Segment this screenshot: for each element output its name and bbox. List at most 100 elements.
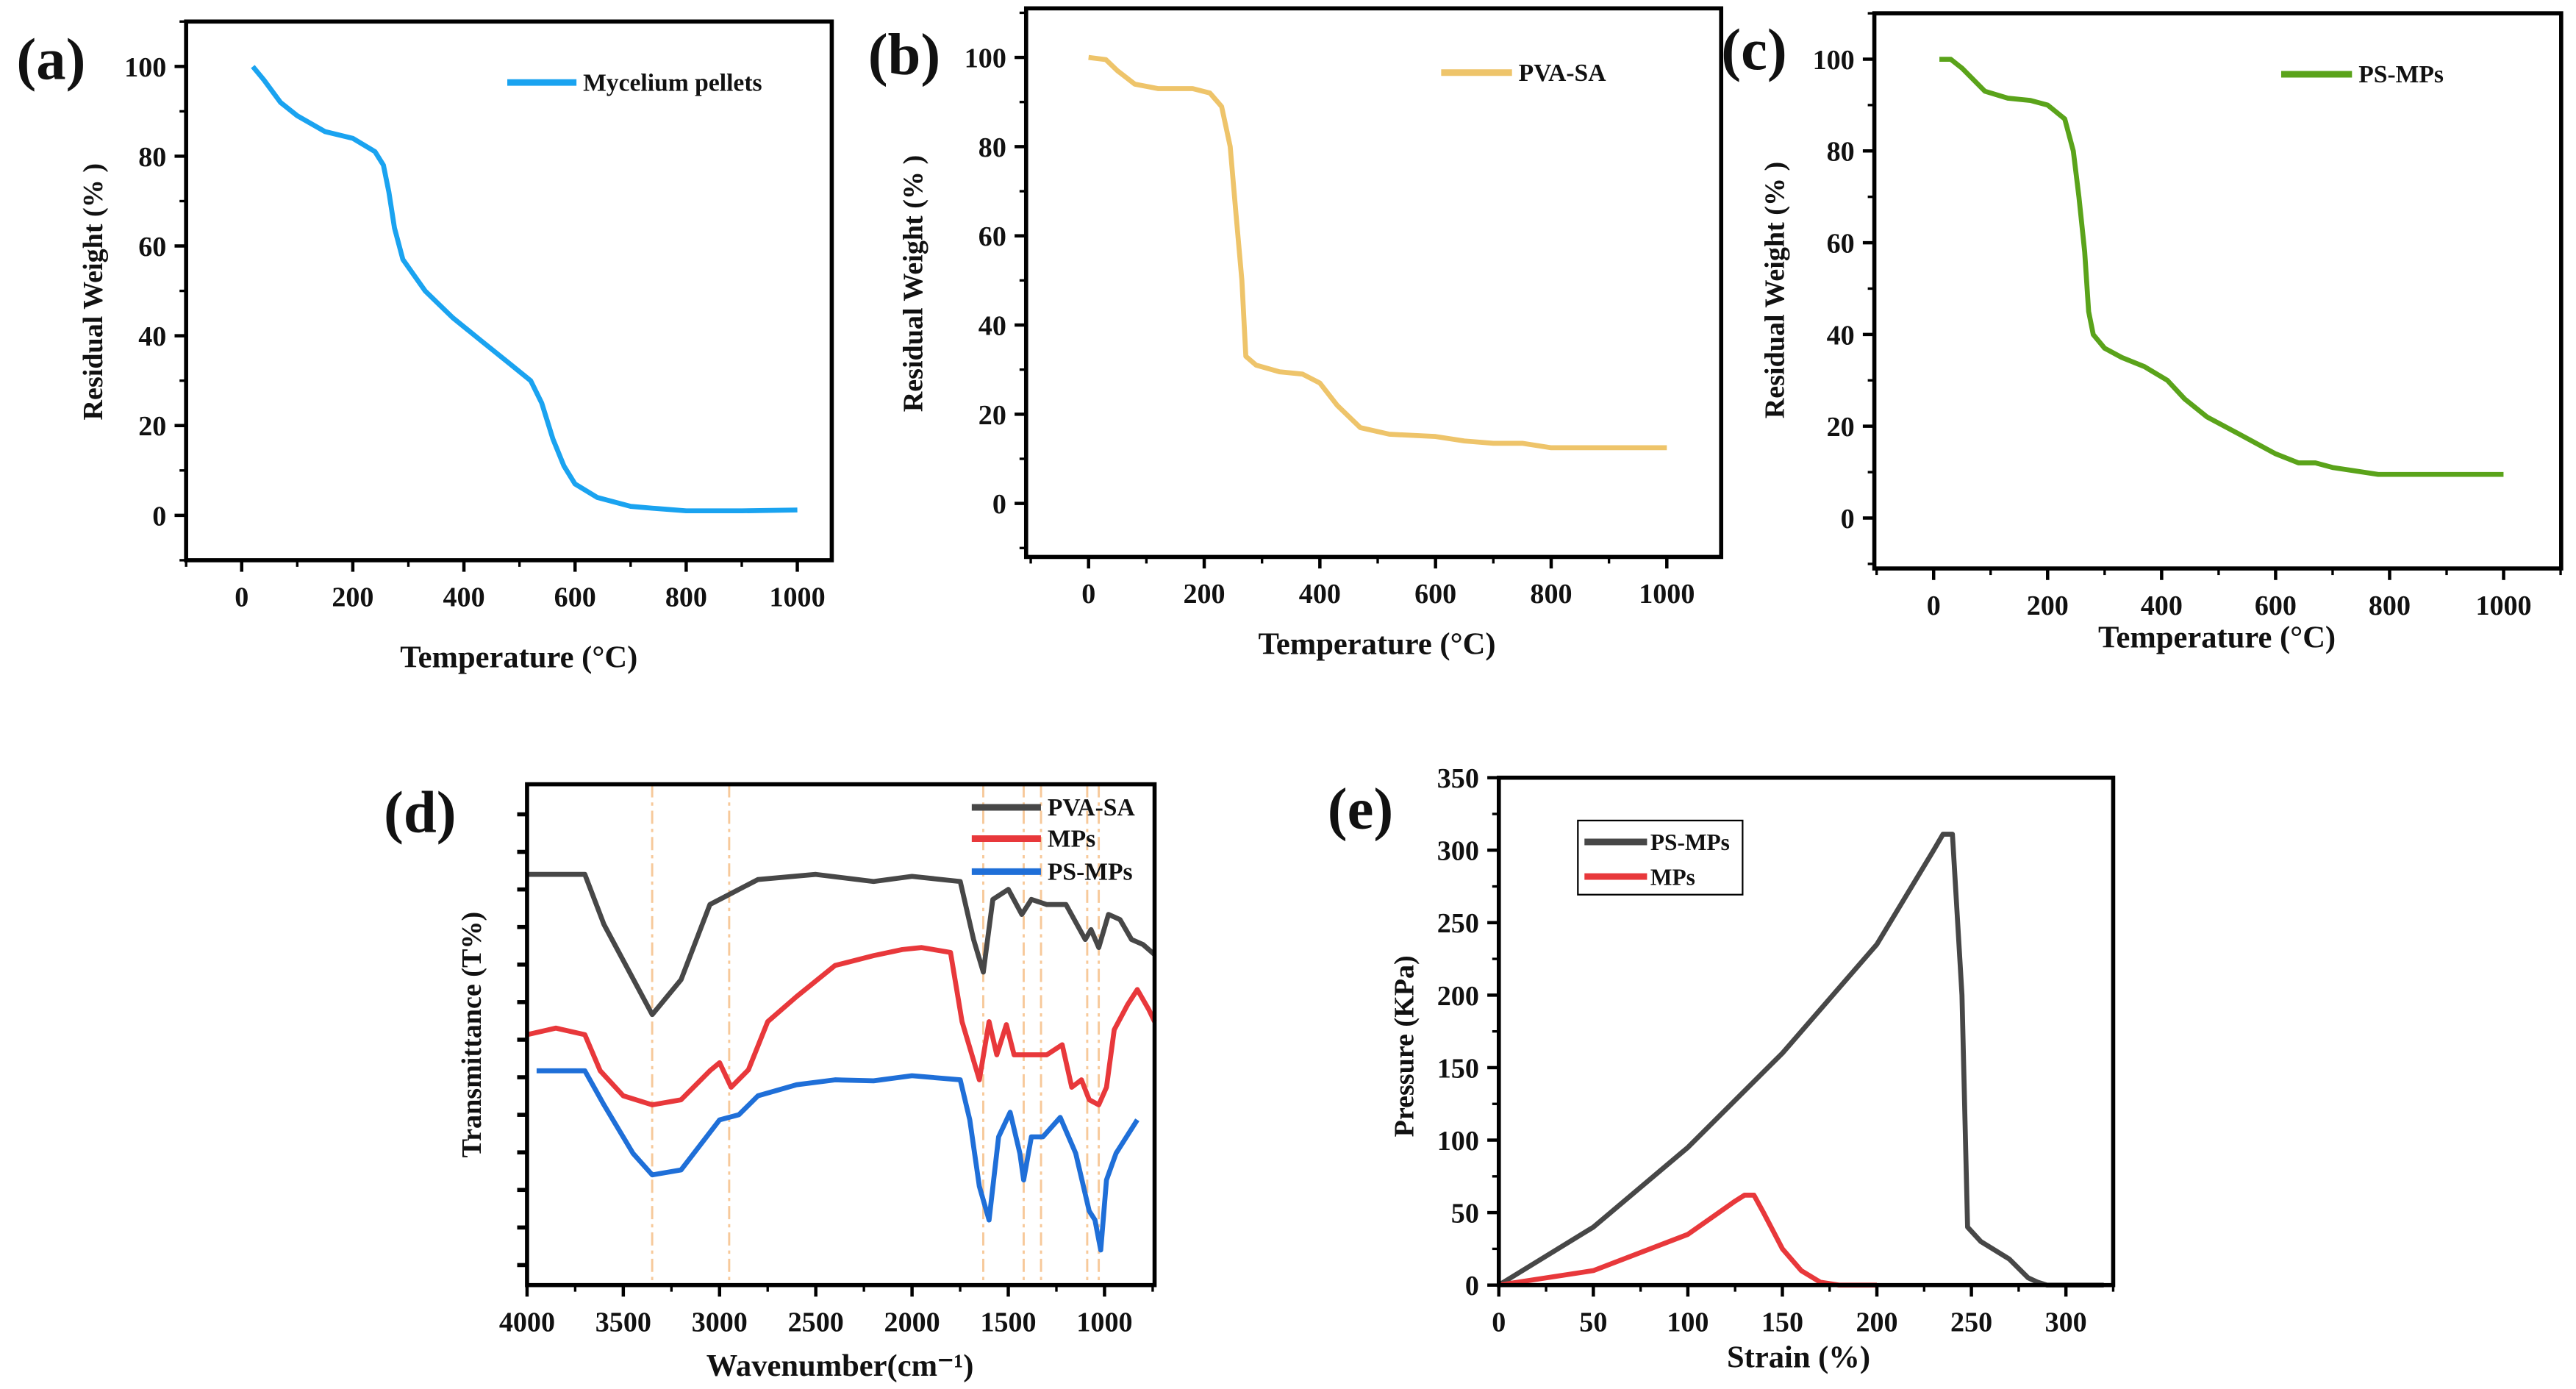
legend-box [1577, 819, 1744, 896]
x-tick-label: 1500 [980, 1307, 1036, 1338]
y-tick-label: 20 [1827, 412, 1855, 443]
x-axis-title: Strain (%) [1727, 1340, 1870, 1375]
plot-frame [1872, 11, 2564, 571]
x-tick-label: 600 [554, 582, 596, 613]
x-tick-label: 600 [2255, 590, 2297, 621]
chart-panel-d: 4000 3500 3000 2500 2000 1500 1000 (d) Wavenumbe… [384, 780, 1157, 1383]
panel-label: (e) [1328, 776, 1394, 842]
y-tick-label: 0 [992, 489, 1006, 520]
x-tick-label: 3000 [692, 1307, 748, 1338]
x-tick-label: 400 [2141, 590, 2183, 621]
chart-panel-a: 0 200 400 600 800 1000 0 20 40 60 80 100 (a) Temperat… [16, 19, 834, 675]
x-tick-label: 1000 [2475, 590, 2531, 621]
series-line-pva-sa [1088, 54, 1667, 451]
y-axis-title: Residual Weight (% ) [78, 163, 109, 420]
x-tick-label: 800 [2369, 590, 2411, 621]
series-line-mycelium-pellets [251, 65, 798, 514]
series-line-pva-sa [526, 871, 1156, 1018]
plot-frame [1023, 6, 1724, 560]
x-tick-label: 4000 [499, 1307, 555, 1338]
y-tick-label: 60 [978, 221, 1006, 252]
y-tick-label: 300 [1437, 836, 1479, 867]
x-tick-label: 3500 [595, 1307, 651, 1338]
y-tick-label: 40 [138, 321, 166, 352]
series-line-mps [526, 945, 1157, 1107]
panel-label: (a) [16, 27, 85, 93]
y-tick-label: 20 [978, 400, 1006, 431]
y-axis-title: Transmittance (T%) [457, 912, 487, 1158]
x-tick-label: 200 [332, 582, 373, 613]
panel-label: (c) [1721, 17, 1787, 82]
y-tick-label: 80 [1827, 137, 1855, 168]
y-axis-title: Residual Weight (% ) [1759, 162, 1790, 418]
y-tick-label: 350 [1437, 763, 1479, 794]
x-tick-label: 0 [1492, 1307, 1506, 1338]
y-axis-title: Residual Weight (% ) [898, 155, 929, 412]
y-tick-label: 100 [965, 43, 1006, 74]
series-line-ps-mps [1939, 57, 2504, 477]
y-tick-label: 80 [978, 132, 1006, 163]
y-tick-label: 50 [1451, 1199, 1479, 1229]
x-tick-label: 300 [2045, 1307, 2087, 1338]
legend-label: PS-MPs [1048, 859, 1133, 886]
x-tick-label: 50 [1579, 1307, 1607, 1338]
legend: PVA-SA [1441, 60, 1606, 87]
chart-panel-b: 0 200 400 600 800 1000 0 20 40 60 80 100 (b) Temperat… [868, 6, 1724, 662]
x-tick-label: 150 [1761, 1307, 1803, 1338]
legend: Mycelium pellets [507, 69, 762, 96]
chart-panel-c: 0 200 400 600 800 1000 0 20 40 60 80 100 (c) Temperat… [1721, 11, 2564, 655]
y-tick-label: 40 [978, 310, 1006, 341]
y-tick-label: 150 [1437, 1053, 1479, 1084]
y-tick-label: 80 [138, 142, 166, 173]
legend-label: PS-MPs [2358, 61, 2444, 88]
x-tick-label: 250 [1950, 1307, 1992, 1338]
y-tick-label: 0 [152, 501, 166, 532]
series-line-ps-mps [1498, 832, 2104, 1288]
x-tick-label: 1000 [769, 582, 825, 613]
y-axis-title: Pressure (KPa) [1389, 955, 1420, 1137]
x-tick-label: 200 [1856, 1307, 1897, 1338]
x-axis-title: Temperature (°C) [2098, 621, 2336, 655]
y-tick-label: 100 [124, 52, 166, 83]
y-tick-label: 20 [138, 411, 166, 442]
x-tick-label: 800 [1530, 579, 1572, 610]
panel-label: (d) [384, 780, 457, 846]
x-axis-title: Temperature (°C) [1258, 627, 1495, 662]
x-tick-label: 400 [443, 582, 485, 613]
y-tick-label: 0 [1465, 1271, 1479, 1301]
panel-label: (b) [868, 22, 941, 88]
x-tick-label: 400 [1299, 579, 1341, 610]
x-tick-label: 0 [235, 582, 248, 613]
x-tick-label: 600 [1414, 579, 1456, 610]
x-tick-label: 800 [665, 582, 707, 613]
y-tick-label: 60 [1827, 229, 1855, 260]
y-tick-label: 250 [1437, 908, 1479, 939]
x-tick-label: 200 [1183, 579, 1225, 610]
legend: PS-MPs MPs [1577, 819, 1744, 896]
legend-label: Mycelium pellets [583, 69, 762, 96]
x-tick-label: 2500 [788, 1307, 844, 1338]
x-tick-label: 2000 [884, 1307, 940, 1338]
x-tick-label: 0 [1927, 590, 1941, 621]
y-tick-label: 60 [138, 232, 166, 263]
legend: PVA-SA MPs PS-MPs [971, 794, 1135, 886]
y-tick-label: 100 [1437, 1126, 1479, 1157]
x-axis-title: Wavenumber(cm⁻¹) [706, 1349, 974, 1383]
y-tick-label: 40 [1827, 320, 1855, 351]
x-tick-label: 200 [2027, 590, 2069, 621]
legend-label: MPs [1650, 864, 1695, 890]
chart-panel-e: 0 50 100 150 200 250 300 0 50 100 150 200 250 300 350 (… [1328, 763, 2116, 1375]
legend: PS-MPs [2280, 61, 2444, 88]
x-tick-label: 0 [1081, 579, 1095, 610]
y-tick-label: 0 [1841, 504, 1855, 535]
x-axis-title: Temperature (°C) [400, 640, 637, 675]
series-line-mps [1498, 1192, 1877, 1288]
x-tick-label: 1000 [1639, 579, 1695, 610]
legend-label: PS-MPs [1650, 829, 1730, 855]
plot-frame [525, 782, 1157, 1288]
y-tick-label: 200 [1437, 981, 1479, 1012]
legend-label: MPs [1048, 826, 1095, 853]
legend-label: PVA-SA [1519, 60, 1607, 87]
x-tick-label: 1000 [1076, 1307, 1132, 1338]
